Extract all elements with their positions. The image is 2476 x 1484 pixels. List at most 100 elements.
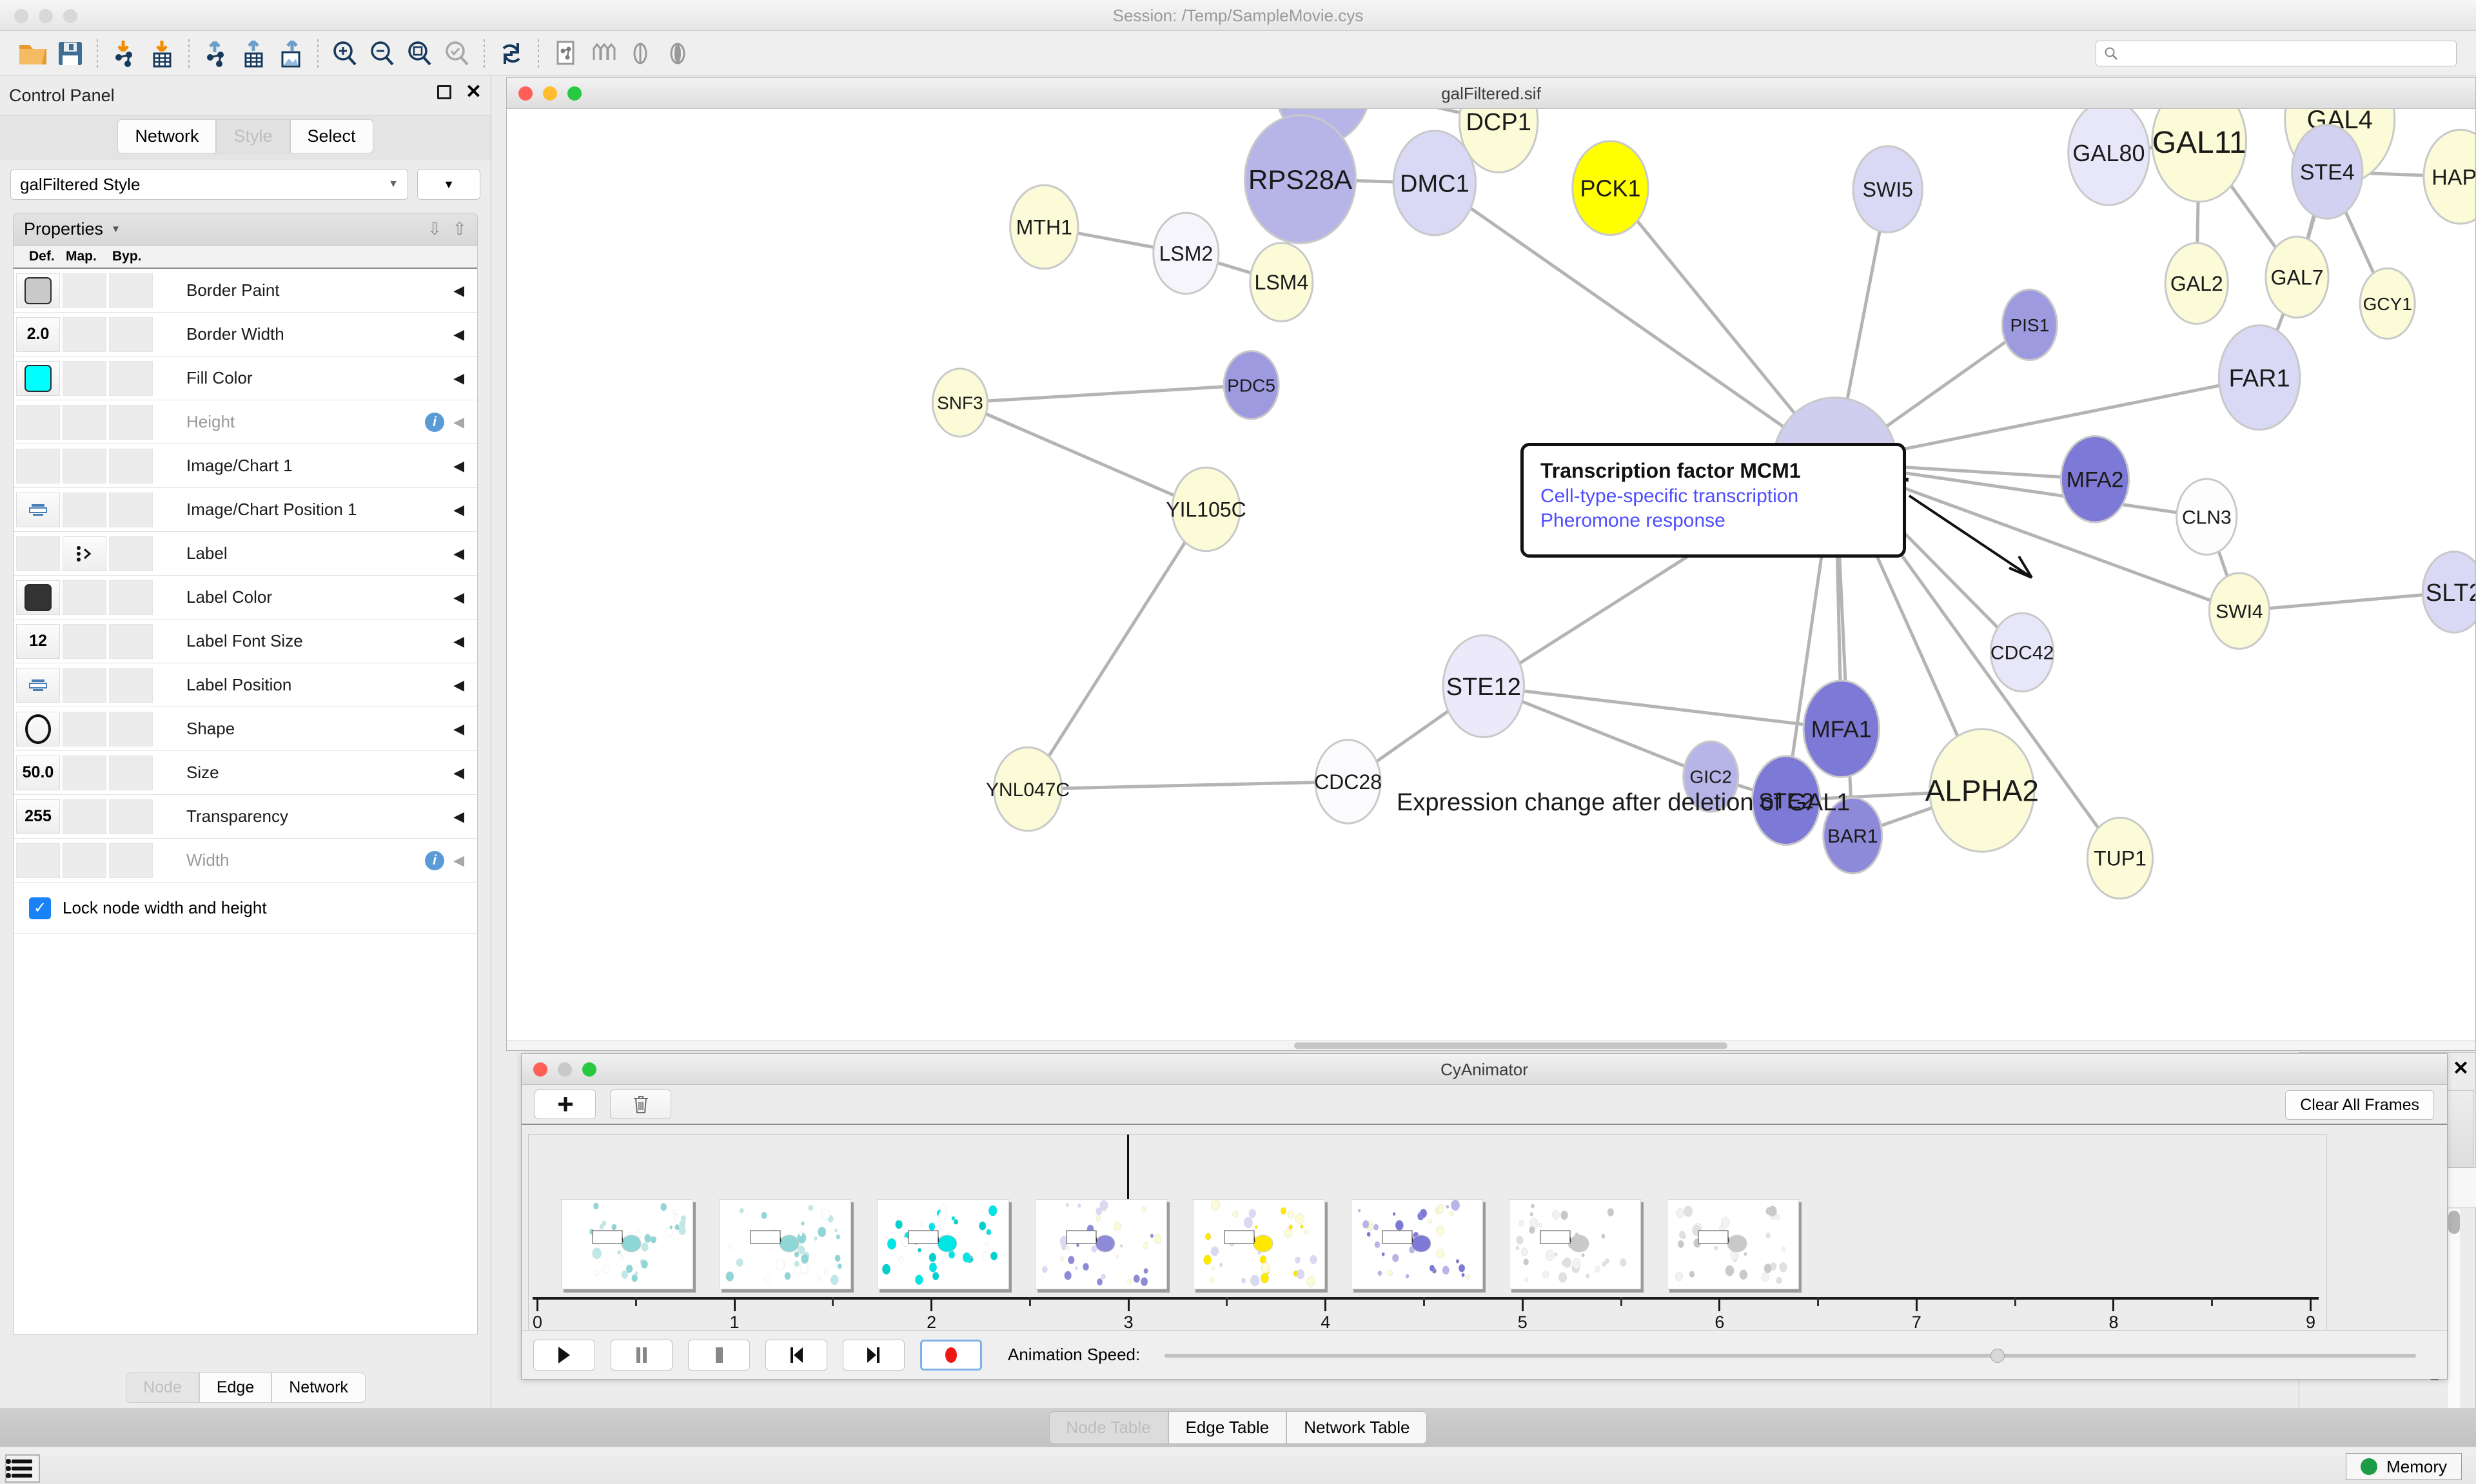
network-node[interactable]: RPS28A (1243, 114, 1357, 244)
network-edge[interactable] (1026, 508, 1208, 790)
zoom-in-icon[interactable] (326, 35, 364, 72)
property-bypass-cell[interactable] (109, 623, 153, 659)
network-node[interactable]: FAR1 (2217, 324, 2301, 431)
network-node[interactable]: STE4 (2291, 123, 2364, 220)
expand-arrow-icon[interactable]: ◀ (453, 501, 464, 518)
property-default-cell[interactable]: 255 (16, 799, 60, 834)
property-default-cell[interactable] (16, 448, 60, 483)
style-options-button[interactable]: ▼ (417, 169, 480, 200)
network-edge[interactable] (1027, 779, 1348, 791)
property-row[interactable]: Label Color ◀ (14, 576, 477, 620)
network-node[interactable]: DMC1 (1392, 130, 1477, 237)
expand-arrow-icon[interactable]: ◀ (453, 720, 464, 737)
property-bypass-cell[interactable] (109, 360, 153, 396)
property-default-cell[interactable] (16, 273, 60, 308)
property-row[interactable]: Shape ◀ (14, 707, 477, 751)
property-mapping-cell[interactable] (63, 317, 106, 352)
animation-frame[interactable] (719, 1199, 851, 1289)
save-session-icon[interactable] (52, 35, 89, 72)
animation-frame[interactable] (1351, 1199, 1483, 1289)
expand-arrow-icon[interactable]: ◀ (453, 457, 464, 474)
property-bypass-cell[interactable] (109, 667, 153, 703)
minimize-window-button[interactable] (39, 9, 53, 23)
network-node[interactable]: TUP1 (2086, 816, 2154, 900)
property-row[interactable]: 12 Label Font Size ◀ (14, 620, 477, 663)
zoom-selected-icon[interactable] (438, 35, 476, 72)
property-row[interactable]: 50.0 Size ◀ (14, 751, 477, 795)
network-node[interactable]: BAR1 (1822, 796, 1883, 875)
property-bypass-cell[interactable] (109, 492, 153, 527)
property-bypass-cell[interactable] (109, 843, 153, 878)
property-row[interactable]: Height i ◀ (14, 400, 477, 444)
property-row[interactable]: Label Position ◀ (14, 663, 477, 707)
clear-all-frames-button[interactable]: Clear All Frames (2285, 1090, 2434, 1120)
expand-arrow-icon[interactable]: ◀ (453, 369, 464, 386)
tab-node[interactable]: Node (126, 1372, 199, 1403)
show-selected-icon[interactable] (659, 35, 696, 72)
network-node[interactable]: LSM2 (1152, 211, 1220, 295)
property-mapping-cell[interactable] (63, 360, 106, 396)
info-icon[interactable]: i (425, 850, 445, 870)
tab-edge[interactable]: Edge (199, 1372, 272, 1403)
property-row[interactable]: Width i ◀ (14, 839, 477, 883)
network-node[interactable]: GIC2 (1682, 740, 1740, 813)
network-node[interactable]: MFA2 (2059, 434, 2130, 523)
property-mapping-cell[interactable] (63, 623, 106, 659)
property-bypass-cell[interactable] (109, 448, 153, 483)
add-frame-button[interactable] (535, 1089, 596, 1119)
stop-button[interactable] (688, 1339, 750, 1371)
import-table-icon[interactable] (143, 35, 181, 72)
network-node[interactable]: PIS1 (2001, 288, 2058, 361)
step-forward-button[interactable] (843, 1339, 905, 1371)
float-panel-icon[interactable] (437, 85, 451, 99)
network-node[interactable]: GAL7 (2265, 235, 2330, 319)
network-node[interactable]: SWI4 (2208, 572, 2271, 650)
expand-arrow-icon[interactable]: ◀ (453, 413, 464, 430)
tab-network[interactable]: Network (117, 119, 217, 153)
style-select[interactable]: galFiltered Style ▼ (10, 169, 408, 200)
close-network-button[interactable] (518, 86, 533, 101)
tab-network-table[interactable]: Network Table (1286, 1411, 1428, 1444)
tab-select[interactable]: Select (290, 119, 373, 153)
animation-speed-slider[interactable] (1164, 1340, 2416, 1371)
show-all-icon[interactable] (584, 35, 622, 72)
property-bypass-cell[interactable] (109, 799, 153, 834)
animation-frame[interactable] (561, 1199, 693, 1289)
record-button[interactable] (920, 1339, 982, 1371)
network-node[interactable]: ALPHA2 (1925, 728, 2039, 853)
expand-arrow-icon[interactable]: ◀ (453, 589, 464, 605)
refresh-layout-icon[interactable] (493, 35, 530, 72)
property-bypass-cell[interactable] (109, 580, 153, 615)
tab-network-style[interactable]: Network (271, 1372, 366, 1403)
expand-all-icon[interactable]: ⇧ (452, 219, 467, 239)
property-bypass-cell[interactable] (109, 404, 153, 440)
zoom-fit-icon[interactable] (401, 35, 438, 72)
close-panel-icon[interactable]: ✕ (465, 81, 482, 103)
network-canvas[interactable]: RPS28BDCP1RPS28ADMC1PCK1SWI5GAL80GAL11GA… (507, 109, 2475, 1050)
expand-arrow-icon[interactable]: ◀ (453, 676, 464, 693)
property-row[interactable]: Image/Chart 1 ◀ (14, 444, 477, 488)
lock-node-size-checkbox[interactable]: ✓ (29, 897, 51, 919)
property-row[interactable]: Label ◀ (14, 532, 477, 576)
import-network-icon[interactable] (106, 35, 143, 72)
delete-frame-button[interactable] (610, 1089, 671, 1119)
network-node[interactable]: STE2 (1751, 755, 1822, 846)
expand-arrow-icon[interactable]: ◀ (453, 545, 464, 561)
network-edge[interactable] (2239, 590, 2455, 613)
open-folder-icon[interactable] (14, 35, 52, 72)
property-bypass-cell[interactable] (109, 711, 153, 747)
network-edge[interactable] (1433, 181, 1836, 465)
network-node[interactable]: CDC28 (1314, 739, 1382, 825)
info-icon[interactable]: i (425, 412, 445, 432)
animation-frame[interactable] (1509, 1199, 1641, 1289)
minimize-cyanimator-button[interactable] (558, 1062, 572, 1077)
property-mapping-cell[interactable] (63, 667, 106, 703)
animation-frame[interactable] (1193, 1199, 1325, 1289)
play-button[interactable] (533, 1339, 595, 1371)
property-bypass-cell[interactable] (109, 536, 153, 571)
property-mapping-cell[interactable] (63, 536, 106, 571)
zoom-cyanimator-button[interactable] (582, 1062, 596, 1077)
zoom-window-button[interactable] (63, 9, 77, 23)
property-mapping-cell[interactable] (63, 711, 106, 747)
expand-arrow-icon[interactable]: ◀ (453, 808, 464, 825)
